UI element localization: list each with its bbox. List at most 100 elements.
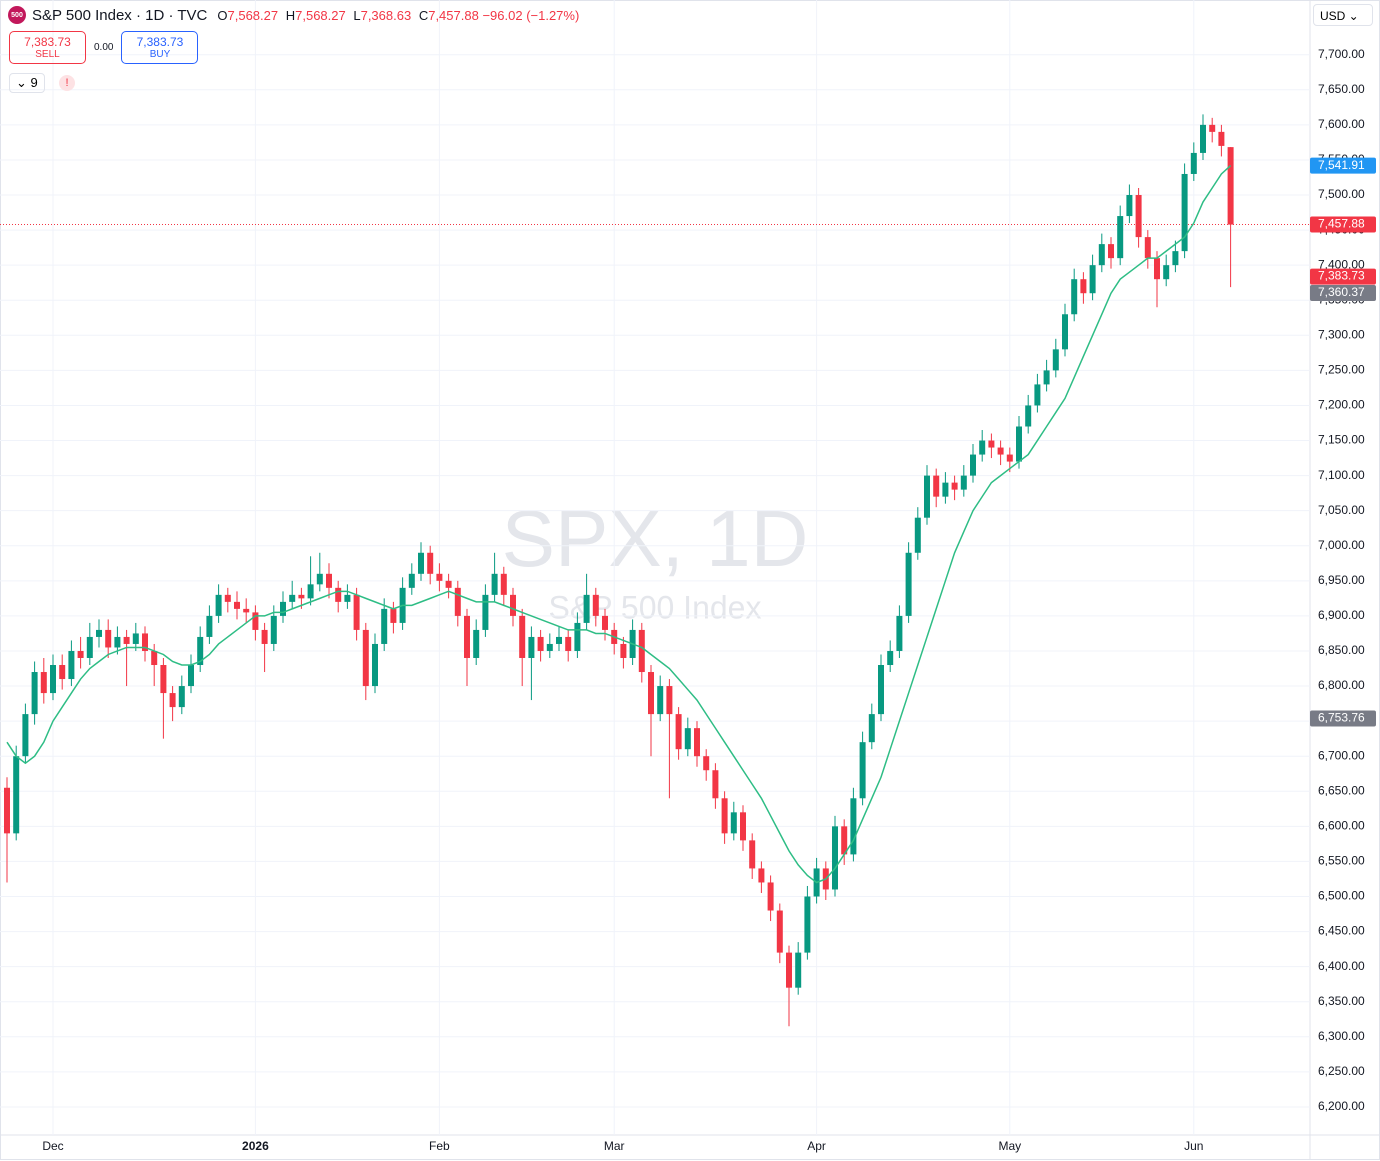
x-tick-label: Jun [1184,1139,1203,1153]
candle-body [68,650,75,680]
candle-body [482,594,489,630]
ohlc: O7,568.27 H7,568.27 L7,368.63 C7,457.88 … [213,8,579,23]
candle-body [905,552,912,616]
candle-body [123,636,130,644]
y-tick-label: 7,100.00 [1318,468,1365,482]
candle-body [114,636,121,648]
candle-body [224,594,231,602]
sell-label: SELL [35,49,60,60]
x-tick-label: Apr [807,1139,826,1153]
candle-body [1025,405,1032,427]
y-tick-label: 6,550.00 [1318,854,1365,868]
price-label: 7,383.73 [1318,269,1365,283]
candle-body [574,622,581,651]
indicators-toggle[interactable]: ⌄ 9 [9,73,45,93]
change: −96.02 (−1.27%) [482,7,580,23]
candle-body [289,594,296,602]
ohlc-value: 7,568.27 [295,7,346,23]
candle-body [1098,244,1105,266]
candle-body [1052,349,1059,371]
candle-body [979,440,986,455]
candle-body [556,636,562,644]
candle-body [132,633,139,644]
candle-body [408,573,415,588]
candle-body [427,552,434,574]
candle-body [307,584,314,599]
candle-body [316,573,323,585]
candle-body [1043,370,1050,385]
y-tick-label: 7,150.00 [1318,433,1365,447]
price-label: 7,457.88 [1318,217,1365,231]
buy-label: BUY [149,49,171,60]
candle-body [583,594,590,623]
candle-body [1218,131,1225,146]
y-tick-label: 6,800.00 [1318,678,1365,692]
candle-body [942,482,949,497]
y-tick-label: 7,650.00 [1318,82,1365,96]
y-tick-label: 7,250.00 [1318,363,1365,377]
legend-header: 500 S&P 500 Index · 1D · TVC O7,568.27 H… [8,6,579,24]
candle-body [50,665,56,694]
candle-body [730,812,737,834]
y-tick-label: 7,050.00 [1318,503,1365,517]
buy-price: 7,383.73 [136,35,184,49]
candle-body [1117,216,1124,259]
candle-body [657,686,664,715]
candle-body [1144,237,1151,259]
candle-body [970,454,976,476]
candle-body [510,594,516,616]
candle-body [694,728,700,757]
candle-body [537,636,544,651]
candle-body [1108,244,1114,259]
y-tick-label: 6,950.00 [1318,573,1365,587]
candle-body [721,798,728,834]
candle-body [178,686,185,708]
candle-body [22,714,29,757]
watermark-subtitle: S&P 500 Index [549,589,762,625]
currency-select[interactable]: USD ⌄ [1313,4,1373,26]
candle-body [1209,124,1216,132]
price-label-bg [1310,268,1376,285]
x-tick-label: 2026 [242,1139,269,1153]
warning-icon[interactable]: ! [59,75,75,91]
price-label: 7,360.37 [1318,285,1365,299]
candle-body [1227,147,1234,225]
candle-body [280,601,286,616]
candle-body [59,665,66,680]
ohlc-label: H [285,7,296,23]
sell-button[interactable]: 7,383.73 SELL [9,31,86,64]
candle-body [767,882,774,911]
candle-body [1163,265,1170,280]
candle-body [988,440,995,448]
candle-body [4,787,10,834]
symbol[interactable]: S&P 500 Index · 1D · TVC [32,6,208,24]
y-tick-label: 6,200.00 [1318,1099,1365,1113]
candle-body [859,742,866,799]
candle-body [86,636,93,658]
trade-panel: 7,383.73 SELL 0.00 7,383.73 BUY [9,31,199,64]
candle-body [1181,173,1188,252]
candle-body [1062,314,1068,350]
candle-body [648,672,654,715]
candle-body [169,693,176,708]
candle-body [924,475,930,518]
y-tick-label: 6,700.00 [1318,748,1365,762]
candle-body [298,594,305,599]
candle-body [1089,265,1096,294]
y-tick-label: 6,450.00 [1318,924,1365,938]
y-tick-label: 6,250.00 [1318,1064,1365,1078]
price-label: 7,541.91 [1318,158,1365,172]
candle-body [464,615,470,658]
buy-button[interactable]: 7,383.73 BUY [121,31,199,64]
candle-body [473,629,480,658]
candle-body [1016,426,1022,462]
candle-body [206,615,213,637]
candle-body [712,770,719,799]
x-tick-label: May [998,1139,1021,1153]
y-tick-label: 7,400.00 [1318,257,1365,271]
candle-body [372,643,378,687]
ohlc-label: O [217,7,228,23]
y-tick-label: 6,350.00 [1318,994,1365,1008]
